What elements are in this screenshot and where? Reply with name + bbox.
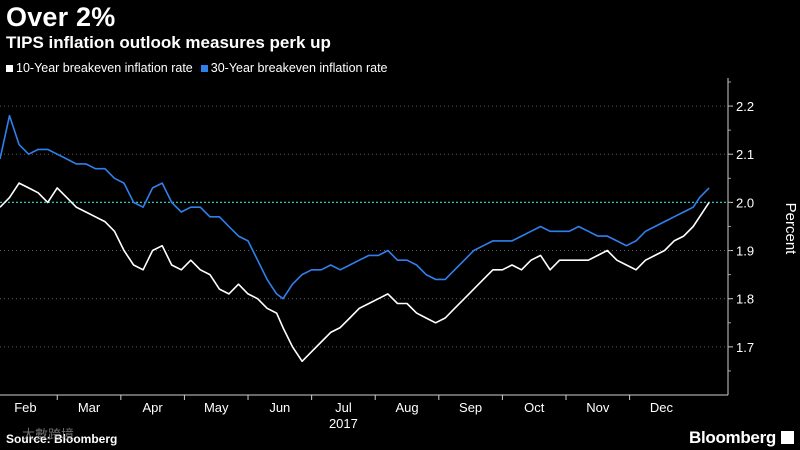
y-axis-title: Percent [782,203,799,256]
x-axis-title: 2017 [329,416,358,431]
y-tick-label: 1.8 [736,292,754,307]
series-group [0,114,710,363]
y-tick-label: 1.7 [736,340,754,355]
axes-group [0,78,733,400]
legend-label-30y: 30-Year breakeven inflation rate [210,61,388,75]
watermark-text: 大數跨境 [22,427,75,442]
x-tick-label: Jul [335,400,352,415]
x-tick-label: Nov [586,400,610,415]
series-line-10y [0,182,710,363]
legend-item-10y: 10-Year breakeven inflation rate [6,61,193,75]
y-tick-label: 2.2 [736,99,754,114]
legend-swatch-10y [6,64,13,72]
source-note: Source: Bloomberg [6,432,118,446]
chart-title: Over 2% [6,2,116,32]
y-tick-label: 1.9 [736,244,754,259]
x-tick-label: Dec [650,400,674,415]
y-tick-label: 2.1 [736,147,754,162]
x-tick-label: May [204,400,229,415]
x-tick-label: Apr [143,400,164,415]
legend-item-30y: 30-Year breakeven inflation rate [200,61,388,75]
brand-logo-text: Bloomberg [688,428,776,447]
x-tick-label: Feb [14,400,36,415]
chart-subtitle: TIPS inflation outlook measures perk up [6,33,331,52]
axis-labels-group: 1.7 1.8 1.9 2.0 2.1 2.2 Percent Feb Mar Apr May Jun… [14,99,799,431]
legend: 10-Year breakeven inflation rate 30-Year… [6,61,396,75]
y-tick-label: 2.0 [736,195,754,210]
x-tick-label: Oct [524,400,545,415]
x-tick-label: Sep [459,400,482,415]
legend-label-10y: 10-Year breakeven inflation rate [16,61,193,75]
brand-square-icon [781,431,794,444]
x-tick-label: Aug [395,400,418,415]
legend-swatch-30y [200,64,208,72]
series-line-30y [0,114,710,300]
x-tick-label: Mar [78,400,101,415]
x-tick-label: Jun [269,400,290,415]
